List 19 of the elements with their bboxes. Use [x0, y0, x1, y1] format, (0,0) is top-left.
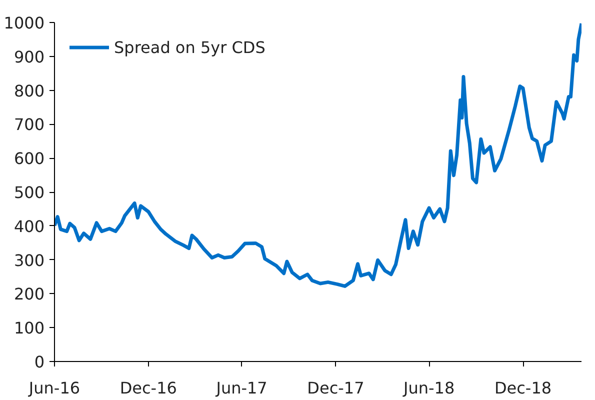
y-tick-label: 300	[14, 250, 45, 270]
y-tick-label: 600	[14, 149, 45, 168]
x-tick-label: Jun-16	[28, 378, 80, 398]
y-tick-label: 200	[14, 284, 45, 304]
y-tick-label: 1000	[4, 14, 44, 32]
y-tick-label: 700	[14, 115, 45, 134]
y-tick-label: 500	[14, 183, 45, 202]
y-tick-label: 400	[14, 216, 45, 236]
line-series	[54, 22, 582, 288]
x-tick-label: Dec-17	[307, 378, 364, 398]
x-tick-label: Dec-18	[494, 378, 552, 398]
x-tick-label: Jun-17	[215, 378, 268, 398]
x-tick-label: Dec-16	[120, 378, 177, 398]
y-tick-label: 800	[14, 81, 45, 100]
x-tick-label: Jun-18	[402, 378, 455, 398]
y-tick-label: 100	[14, 318, 45, 338]
y-tick-label: 0	[34, 352, 45, 372]
legend-label: Spread on 5yr CDS	[114, 38, 266, 56]
y-tick-label: 900	[14, 47, 45, 66]
